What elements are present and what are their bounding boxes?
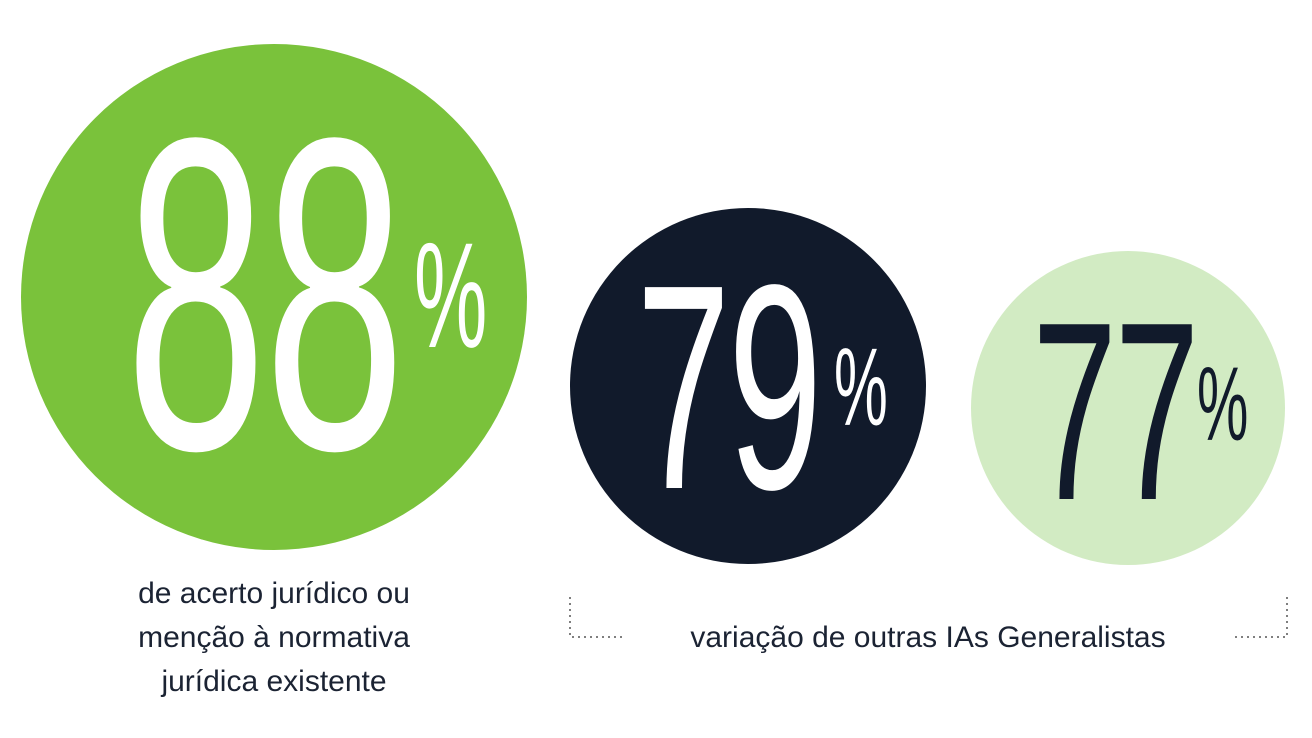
stat-value: 79: [636, 224, 820, 551]
bracket-left: [569, 597, 625, 638]
stat-value: 77: [1032, 270, 1197, 554]
stat-circle: [21, 44, 527, 550]
bracket: [569, 597, 1288, 638]
stat: 77%: [971, 251, 1285, 565]
stat-unit: %: [834, 326, 888, 449]
bracket-right: [1232, 597, 1288, 638]
group-caption: variação de outras IAs Generalistas: [690, 621, 1165, 654]
stat-circle: [971, 251, 1285, 565]
stat: 88 % de acerto jurídico ou menção à normati…: [21, 44, 527, 698]
stat: 79%: [570, 208, 926, 564]
stat-number-group: 88: [125, 45, 405, 543]
stat-number-group: 79: [636, 224, 822, 551]
stat-caption: menção à normativa: [138, 621, 410, 654]
stat-value: 88: [125, 45, 403, 543]
stat-caption: jurídica existente: [160, 665, 386, 698]
stat-unit: %: [414, 211, 487, 380]
stat-number-group: 77: [1032, 270, 1199, 554]
stat-unit: %: [1197, 345, 1248, 463]
stat-unit-group: %: [834, 326, 888, 449]
stat-unit-group: %: [1197, 345, 1248, 463]
stat-circle: [570, 208, 926, 564]
stat-caption: de acerto jurídico ou: [138, 577, 410, 610]
stat-unit-group: %: [414, 211, 487, 380]
